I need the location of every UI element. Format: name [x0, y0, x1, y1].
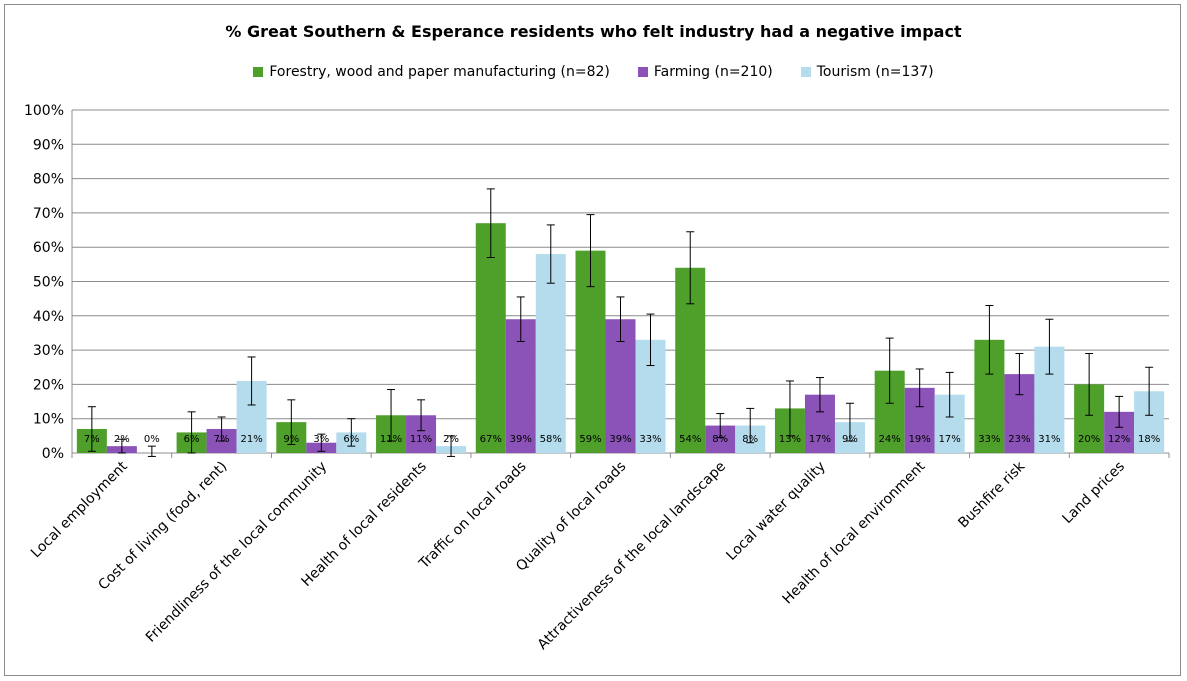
- data-label: 6%: [184, 434, 200, 445]
- y-tick-label: 10%: [33, 412, 64, 428]
- y-tick-label: 50%: [33, 275, 64, 291]
- data-label: 11%: [410, 434, 432, 445]
- y-tick-label: 100%: [24, 103, 64, 119]
- data-label: 3%: [313, 434, 329, 445]
- data-label: 7%: [84, 434, 100, 445]
- y-tick-label: 20%: [33, 377, 64, 393]
- data-label: 2%: [114, 434, 130, 445]
- data-label: 9%: [283, 434, 299, 445]
- data-label: 67%: [480, 434, 502, 445]
- data-label: 13%: [779, 434, 801, 445]
- data-label: 39%: [510, 434, 532, 445]
- data-label: 33%: [978, 434, 1000, 445]
- data-label: 8%: [712, 434, 728, 445]
- legend: Forestry, wood and paper manufacturing (…: [0, 64, 1187, 80]
- data-label: 24%: [879, 434, 901, 445]
- data-label: 11%: [380, 434, 402, 445]
- data-label: 19%: [909, 434, 931, 445]
- legend-swatch-tourism: [800, 67, 811, 77]
- legend-item-tourism: Tourism (n=137): [800, 64, 934, 80]
- data-label: 8%: [742, 434, 758, 445]
- y-tick-label: 60%: [33, 240, 64, 256]
- legend-label-forestry: Forestry, wood and paper manufacturing (…: [269, 64, 610, 80]
- y-tick-label: 0%: [42, 446, 64, 462]
- x-tick-label: Quality of local roads: [513, 459, 629, 575]
- data-label: 7%: [214, 434, 230, 445]
- data-label: 12%: [1108, 434, 1130, 445]
- data-label: 39%: [609, 434, 631, 445]
- data-label: 6%: [343, 434, 359, 445]
- data-label: 58%: [540, 434, 562, 445]
- data-label: 20%: [1078, 434, 1100, 445]
- data-label: 54%: [679, 434, 701, 445]
- data-label: 17%: [809, 434, 831, 445]
- x-tick-label: Traffic on local roads: [416, 459, 530, 573]
- data-label: 9%: [842, 434, 858, 445]
- legend-item-forestry: Forestry, wood and paper manufacturing (…: [253, 64, 610, 80]
- y-tick-label: 40%: [33, 309, 64, 325]
- y-tick-label: 70%: [33, 206, 64, 222]
- data-label: 18%: [1138, 434, 1160, 445]
- y-tick-label: 30%: [33, 343, 64, 359]
- legend-swatch-forestry: [253, 67, 264, 77]
- data-label: 23%: [1008, 434, 1030, 445]
- legend-item-farming: Farming (n=210): [637, 64, 773, 80]
- y-tick-label: 90%: [33, 137, 64, 153]
- data-label: 2%: [443, 434, 459, 445]
- data-label: 17%: [939, 434, 961, 445]
- x-tick-label: Land prices: [1060, 459, 1128, 527]
- x-tick-label: Bushfire risk: [955, 458, 1028, 531]
- bar: [535, 254, 566, 453]
- legend-label-farming: Farming (n=210): [653, 64, 773, 80]
- x-tick-label: Attractiveness of the local landscape: [535, 459, 729, 653]
- x-tick-label: Friendliness of the local community: [143, 459, 330, 646]
- data-label: 0%: [144, 434, 160, 445]
- legend-label-tourism: Tourism (n=137): [816, 64, 934, 80]
- y-tick-label: 80%: [33, 172, 64, 188]
- x-tick-label: Local employment: [28, 458, 131, 561]
- x-tick-label: Local water quality: [723, 459, 828, 564]
- data-label: 33%: [639, 434, 661, 445]
- data-label: 21%: [240, 434, 262, 445]
- data-label: 31%: [1038, 434, 1060, 445]
- data-label: 59%: [579, 434, 601, 445]
- bar: [475, 223, 506, 453]
- chart-title: % Great Southern & Esperance residents w…: [225, 22, 962, 41]
- legend-swatch-farming: [637, 67, 648, 77]
